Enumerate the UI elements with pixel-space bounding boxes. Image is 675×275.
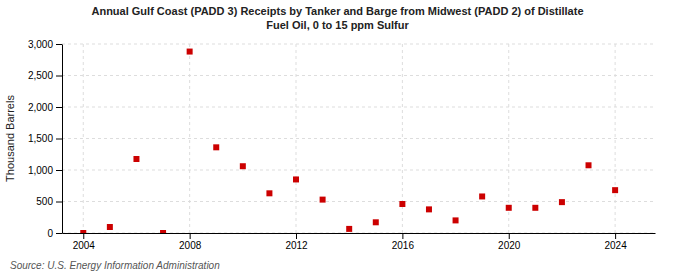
y-tick: 1,500 bbox=[28, 133, 62, 144]
x-tick-label: 2004 bbox=[73, 240, 96, 251]
grid bbox=[62, 44, 655, 233]
point bbox=[453, 217, 459, 223]
y-axis-title: Thousand Barrels bbox=[4, 95, 16, 182]
y-tick-mark bbox=[56, 44, 62, 45]
point bbox=[160, 230, 166, 233]
x-tick-mark bbox=[509, 233, 510, 239]
y-tick: 1,000 bbox=[28, 165, 62, 176]
point bbox=[133, 156, 139, 162]
point bbox=[320, 197, 326, 203]
y-tick-mark bbox=[56, 170, 62, 171]
y-grid-line bbox=[62, 107, 655, 108]
chart: 2004 2008 2012 2016 2020 2024 0 500 1,000 1,500 2,… bbox=[0, 0, 675, 275]
x-tick: 2024 bbox=[604, 233, 627, 251]
y-grid-line bbox=[62, 201, 655, 202]
point bbox=[426, 206, 432, 212]
title: Annual Gulf Coast (PADD 3) Receipts by T… bbox=[91, 5, 583, 31]
point bbox=[612, 187, 618, 193]
y-grid-line bbox=[62, 233, 655, 234]
point bbox=[479, 193, 485, 199]
x-tick-label: 2020 bbox=[498, 240, 521, 251]
point bbox=[213, 144, 219, 150]
y-tick: 2,000 bbox=[28, 102, 62, 113]
y-tick: 0 bbox=[47, 228, 62, 239]
y-tick-mark bbox=[56, 139, 62, 140]
point bbox=[586, 162, 592, 168]
x-tick-mark bbox=[615, 233, 616, 239]
x-tick-label: 2012 bbox=[285, 240, 308, 251]
y-tick: 3,000 bbox=[28, 39, 62, 50]
point bbox=[532, 205, 538, 211]
y-tick-mark bbox=[56, 233, 62, 234]
point bbox=[346, 226, 352, 232]
x-tick-label: 2008 bbox=[179, 240, 202, 251]
x-tick-mark bbox=[402, 233, 403, 239]
x-tick: 2008 bbox=[179, 233, 202, 251]
title-line: Fuel Oil, 0 to 15 ppm Sulfur bbox=[266, 19, 409, 31]
y-axis: 0 500 1,000 1,500 2,000 2,500 3,000 bbox=[28, 39, 63, 239]
y-tick: 500 bbox=[36, 196, 62, 207]
x-tick: 2012 bbox=[285, 233, 308, 251]
x-tick-label: 2024 bbox=[604, 240, 627, 251]
x-grid-line bbox=[508, 44, 509, 233]
x-tick: 2004 bbox=[73, 233, 96, 251]
y-tick-label: 0 bbox=[47, 228, 53, 239]
x-tick-label: 2016 bbox=[392, 240, 415, 251]
y-tick-mark bbox=[56, 202, 62, 203]
point bbox=[399, 201, 405, 207]
x-grid-line bbox=[296, 44, 297, 233]
y-tick-label: 500 bbox=[36, 196, 53, 207]
x-tick-mark bbox=[83, 233, 84, 239]
x-axis-line bbox=[63, 233, 656, 234]
source: Source: U.S. Energy Information Administ… bbox=[10, 260, 220, 271]
title-line: Annual Gulf Coast (PADD 3) Receipts by T… bbox=[91, 5, 583, 17]
point bbox=[266, 190, 272, 196]
y-grid-line bbox=[62, 170, 655, 171]
y-tick: 2,500 bbox=[28, 70, 62, 81]
y-grid-line bbox=[62, 138, 655, 139]
point bbox=[240, 163, 246, 169]
x-tick: 2016 bbox=[392, 233, 415, 251]
y-grid-line bbox=[62, 44, 655, 45]
x-tick-mark bbox=[296, 233, 297, 239]
y-tick-label: 1,500 bbox=[28, 133, 53, 144]
y-grid-line bbox=[62, 75, 655, 76]
y-tick-label: 2,500 bbox=[28, 70, 53, 81]
point bbox=[506, 205, 512, 211]
y-tick-label: 1,000 bbox=[28, 165, 53, 176]
x-axis: 2004 2008 2012 2016 2020 2024 bbox=[63, 233, 656, 251]
x-grid-line bbox=[189, 44, 190, 233]
plot-area: 2004 2008 2012 2016 2020 2024 0 500 1,000 1,500 2,… bbox=[28, 39, 656, 251]
y-tick-label: 3,000 bbox=[28, 39, 53, 50]
marks bbox=[80, 49, 618, 233]
point bbox=[187, 49, 193, 55]
x-grid-line bbox=[615, 44, 616, 233]
y-tick-mark bbox=[56, 76, 62, 77]
point bbox=[373, 219, 379, 225]
point bbox=[80, 230, 86, 233]
x-grid-line bbox=[83, 44, 84, 233]
y-tick-mark bbox=[56, 107, 62, 108]
point bbox=[107, 224, 113, 230]
x-tick-mark bbox=[190, 233, 191, 239]
point bbox=[293, 176, 299, 182]
y-axis-line bbox=[62, 45, 63, 234]
x-tick: 2020 bbox=[498, 233, 521, 251]
point bbox=[559, 199, 565, 205]
y-tick-label: 2,000 bbox=[28, 102, 53, 113]
